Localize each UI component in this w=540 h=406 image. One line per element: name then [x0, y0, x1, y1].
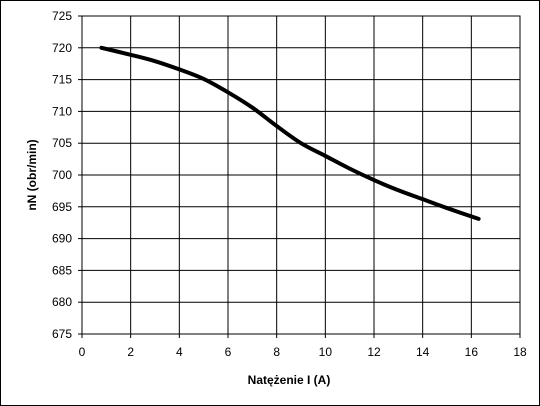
- y-tick-label: 710: [52, 104, 72, 118]
- x-tick-label: 6: [225, 345, 232, 359]
- x-tick-label: 18: [513, 345, 527, 359]
- data-point: [275, 124, 279, 128]
- data-point: [99, 46, 103, 50]
- grid: [81, 15, 521, 335]
- data-point: [421, 197, 425, 201]
- data-point: [153, 59, 157, 63]
- data-point: [396, 188, 400, 192]
- x-tick-label: 0: [79, 345, 86, 359]
- series-layer: [99, 45, 481, 221]
- y-tick-label: 705: [52, 136, 72, 150]
- x-tick-label: 4: [176, 345, 183, 359]
- data-point: [177, 67, 181, 71]
- y-tick-label: 720: [52, 41, 72, 55]
- data-point: [477, 217, 481, 221]
- y-tick-label: 680: [52, 295, 72, 309]
- x-tick-label: 2: [127, 345, 134, 359]
- x-tick-label: 8: [273, 345, 280, 359]
- x-tick-label: 10: [319, 345, 333, 359]
- y-tick-label: 700: [52, 168, 72, 182]
- data-point: [129, 53, 133, 57]
- y-tick-label: 715: [52, 73, 72, 87]
- y-tick-label: 675: [52, 327, 72, 341]
- data-point: [299, 141, 303, 145]
- y-tick-label: 695: [52, 200, 72, 214]
- y-tick-label: 690: [52, 232, 72, 246]
- data-point: [372, 178, 376, 182]
- data-point: [323, 154, 327, 158]
- series-line: [99, 45, 481, 221]
- y-tick-label: 725: [52, 9, 72, 23]
- x-tick-label: 14: [416, 345, 430, 359]
- y-axis-title: nN (obr/min): [25, 139, 39, 210]
- x-axis-title: Natężenie I (A): [248, 373, 331, 387]
- data-point: [250, 106, 254, 110]
- x-tick-label: 16: [465, 345, 479, 359]
- x-axis-ticks: 0 2 4 6 8 10 12 14 16 18: [79, 334, 527, 359]
- y-axis-ticks: 675 680 685 690 695 700 705 710 715 720 725: [52, 9, 82, 341]
- y-tick-label: 685: [52, 263, 72, 277]
- data-point: [226, 90, 230, 94]
- data-point: [202, 77, 206, 81]
- x-tick-label: 12: [367, 345, 381, 359]
- data-point: [445, 206, 449, 210]
- data-point: [348, 167, 352, 171]
